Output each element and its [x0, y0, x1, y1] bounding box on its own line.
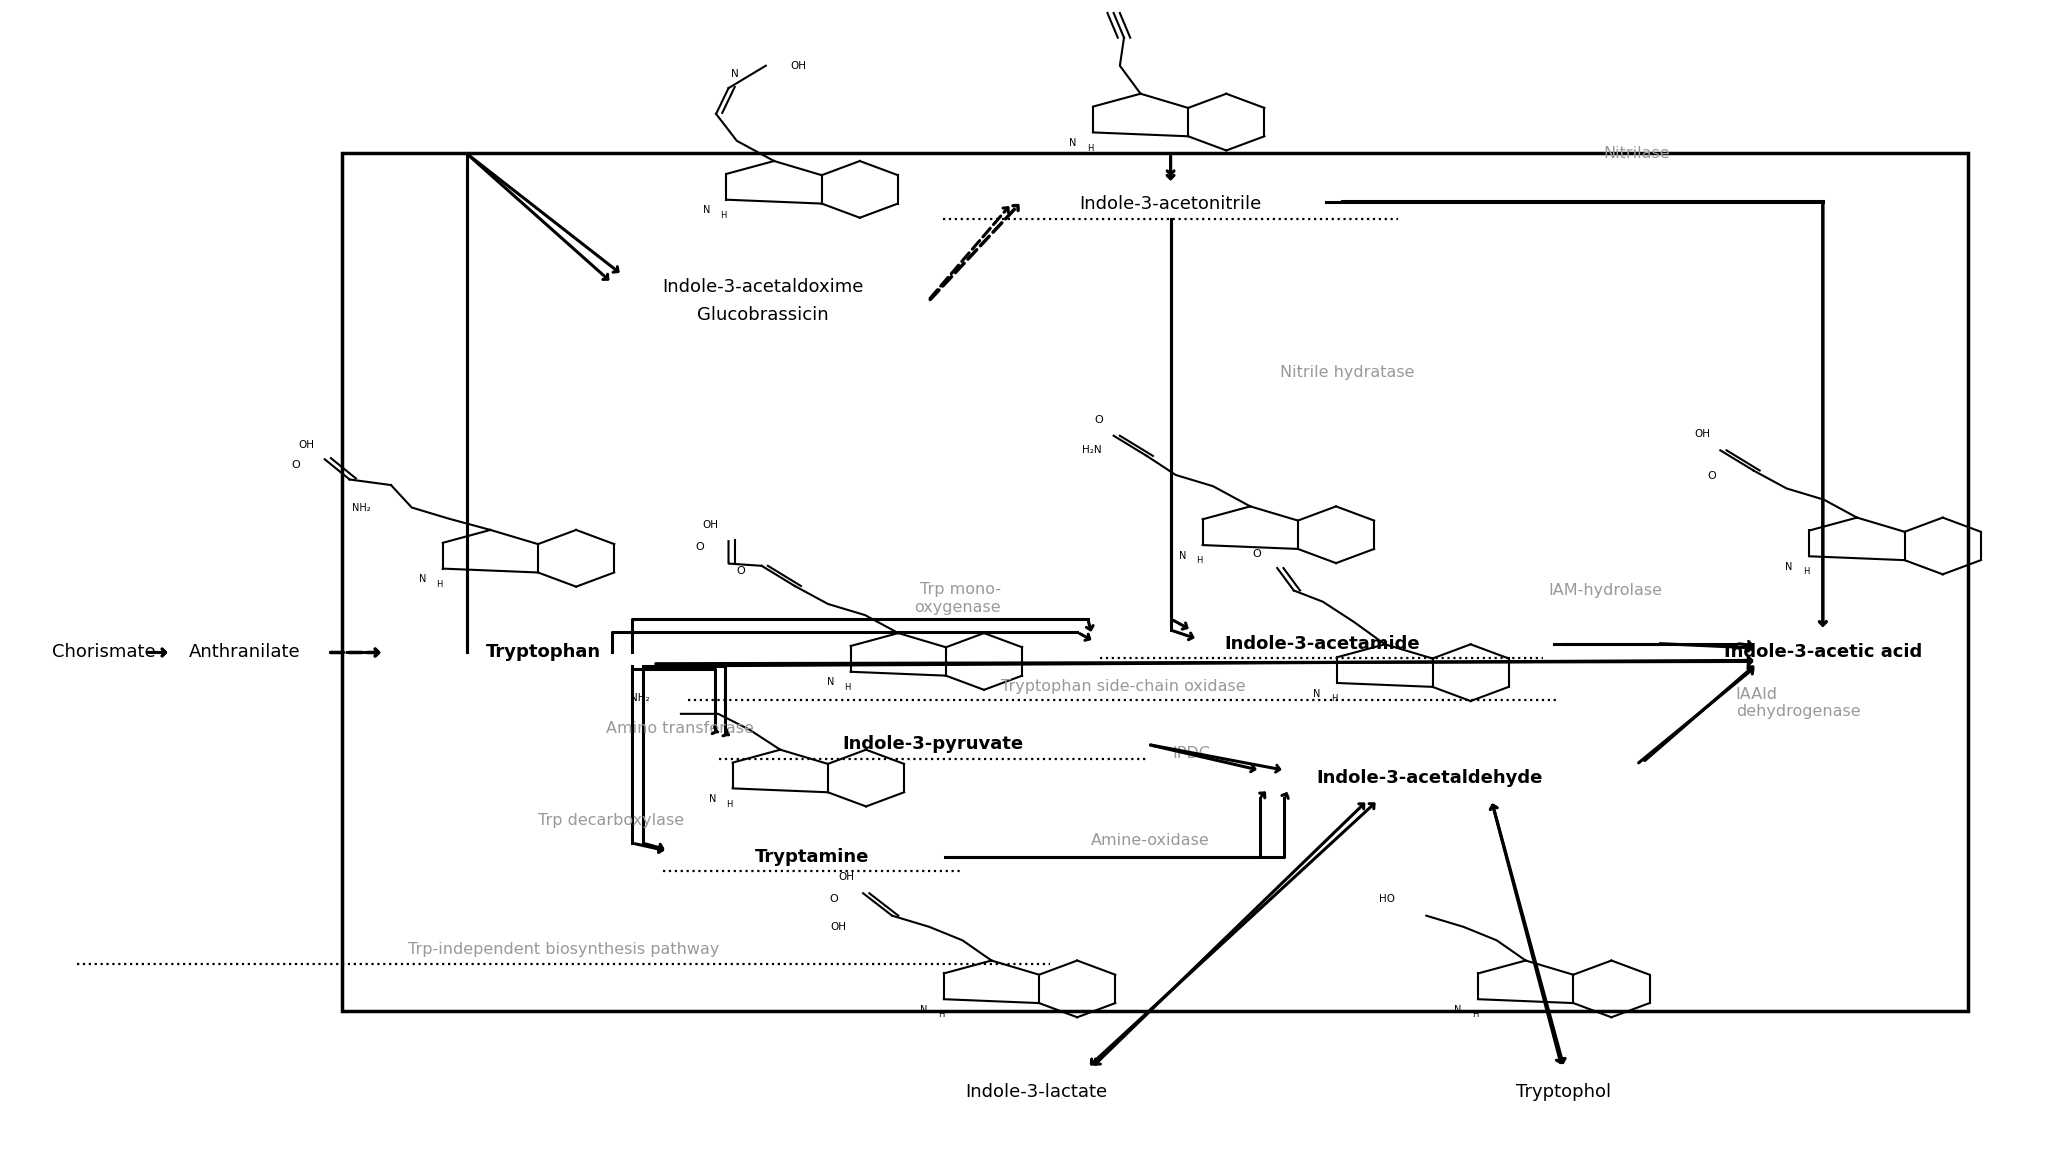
Text: Tryptamine: Tryptamine: [754, 848, 870, 865]
Text: IAM-hydrolase: IAM-hydrolase: [1548, 583, 1662, 599]
Text: O: O: [1707, 471, 1716, 482]
Text: Indole-3-acetamide: Indole-3-acetamide: [1225, 635, 1419, 652]
Text: H: H: [1086, 144, 1094, 153]
Text: Anthranilate: Anthranilate: [189, 643, 300, 662]
Text: H₂N: H₂N: [1082, 445, 1100, 455]
Text: O: O: [694, 541, 704, 552]
Text: Tryptophol: Tryptophol: [1517, 1082, 1612, 1101]
Text: Trp mono-
oxygenase: Trp mono- oxygenase: [914, 582, 1001, 615]
Text: Indole-3-acetonitrile: Indole-3-acetonitrile: [1080, 195, 1262, 213]
Text: N: N: [1786, 562, 1792, 572]
Text: OH: OH: [839, 872, 856, 883]
Text: IAAld
dehydrogenase: IAAld dehydrogenase: [1736, 686, 1861, 719]
Text: Trp decarboxylase: Trp decarboxylase: [539, 814, 684, 828]
Text: H: H: [437, 580, 443, 589]
Text: H: H: [1330, 694, 1336, 704]
Text: O: O: [292, 459, 300, 470]
Text: Indole-3-pyruvate: Indole-3-pyruvate: [841, 735, 1024, 754]
Text: N: N: [920, 1005, 928, 1015]
Text: Chorismate: Chorismate: [52, 643, 155, 662]
Text: N: N: [1314, 689, 1320, 699]
Text: OH: OH: [1695, 429, 1709, 440]
Text: Nitrile hydratase: Nitrile hydratase: [1280, 365, 1415, 380]
Text: IPDC: IPDC: [1173, 746, 1210, 761]
Text: N: N: [1179, 551, 1185, 561]
Text: H: H: [1803, 567, 1809, 576]
Text: N: N: [702, 206, 711, 215]
Text: OH: OH: [831, 922, 847, 932]
Text: H: H: [1196, 556, 1204, 566]
Text: O: O: [1251, 549, 1260, 559]
Text: Trp-independent biosynthesis pathway: Trp-independent biosynthesis pathway: [408, 942, 719, 957]
Text: NH₂: NH₂: [630, 692, 651, 703]
Text: N: N: [1111, 0, 1117, 2]
Text: N: N: [1455, 1005, 1461, 1015]
Text: N: N: [827, 677, 835, 687]
Text: H: H: [727, 800, 733, 809]
Text: H: H: [721, 210, 727, 220]
Text: Glucobrassicin: Glucobrassicin: [696, 306, 829, 324]
Text: NH₂: NH₂: [352, 503, 371, 513]
Text: Indole-3-lactate: Indole-3-lactate: [966, 1082, 1106, 1101]
Text: HO: HO: [1380, 894, 1394, 905]
Text: N: N: [1069, 138, 1075, 148]
Text: OH: OH: [298, 441, 315, 450]
Text: Amine-oxidase: Amine-oxidase: [1090, 833, 1210, 849]
Text: O: O: [1094, 415, 1102, 424]
Text: Indole-3-acetic acid: Indole-3-acetic acid: [1724, 643, 1923, 662]
Text: H: H: [845, 683, 852, 692]
Text: N: N: [709, 794, 717, 804]
Text: O: O: [736, 567, 746, 576]
Text: H: H: [939, 1010, 945, 1019]
Text: OH: OH: [702, 520, 719, 530]
Text: Nitrilase: Nitrilase: [1604, 146, 1670, 161]
Text: Amino transferase: Amino transferase: [605, 721, 754, 736]
Text: H: H: [1471, 1010, 1477, 1019]
Text: O: O: [829, 894, 839, 904]
Text: N: N: [419, 574, 427, 584]
Text: Tryptophan: Tryptophan: [485, 643, 601, 662]
Text: Indole-3-acetaldoxime: Indole-3-acetaldoxime: [661, 278, 864, 296]
Text: Indole-3-acetaldehyde: Indole-3-acetaldehyde: [1316, 769, 1542, 787]
Text: OH: OH: [792, 61, 806, 70]
Text: N: N: [731, 69, 738, 79]
Text: Tryptophan side-chain oxidase: Tryptophan side-chain oxidase: [1001, 679, 1245, 693]
